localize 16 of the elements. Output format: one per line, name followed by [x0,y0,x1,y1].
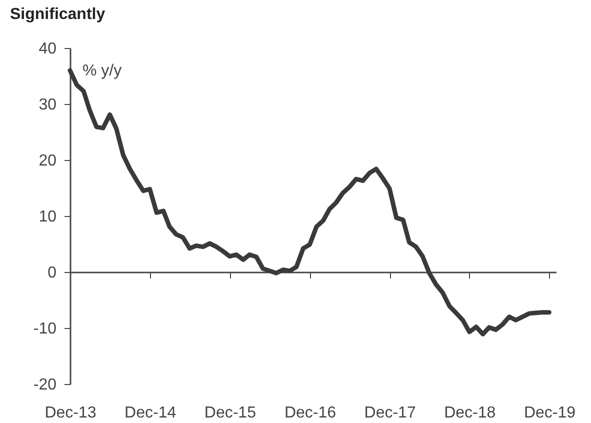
chart-title: Significantly [10,6,106,23]
y-tick-label: 30 [38,96,57,114]
x-tick-label: Dec-18 [444,404,496,422]
y-tick-label: 10 [38,208,57,226]
x-tick-label: Dec-16 [284,404,336,422]
y-tick-label: 40 [38,40,57,58]
x-tick-label: Dec-13 [44,404,96,422]
y-tick-label: -20 [33,376,57,394]
x-tick-label: Dec-17 [364,404,416,422]
x-tick-label: Dec-14 [124,404,176,422]
x-tick-label: Dec-19 [524,404,576,422]
y-tick-label: 0 [48,264,57,282]
y-tick-label: -10 [33,320,57,338]
x-tick-label: Dec-15 [204,404,256,422]
y-tick-label: 20 [38,152,57,170]
y-axis-title: % y/y [82,62,122,80]
